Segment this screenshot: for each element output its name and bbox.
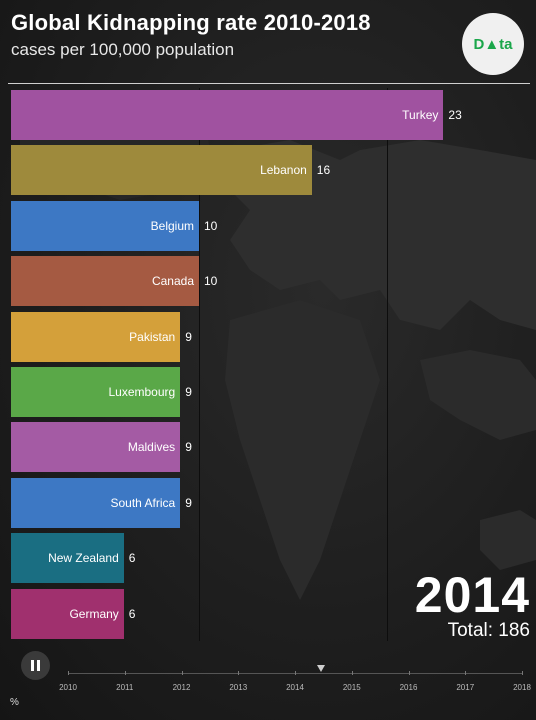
bar-lebanon [11, 145, 312, 196]
timeline-tick-label: 2014 [286, 683, 304, 692]
bar-turkey [11, 90, 444, 140]
timeline-tick-label: 2015 [342, 683, 361, 692]
timeline-tick-label: 2018 [513, 683, 531, 692]
bar-value-label: 6 [128, 606, 136, 621]
bar-value-label: 23 [448, 108, 462, 122]
bar-category-label: Canada [151, 274, 194, 289]
bar-germany [11, 588, 124, 639]
bar-pakistan [11, 311, 181, 362]
pause-icon-bar [37, 660, 40, 671]
chart-title: Global Kidnapping rate 2010-2018 [11, 10, 371, 35]
timeline-tick-label: 2010 [59, 683, 77, 692]
header-divider [8, 83, 530, 84]
bar-canada [11, 256, 199, 307]
pause-button[interactable] [21, 651, 50, 680]
chart-subtitle: cases per 100,000 population [11, 40, 235, 59]
bar-category-label: Turkey [402, 108, 439, 122]
bar-category-label: Pakistan [129, 329, 176, 344]
timeline-tick-mark [238, 671, 240, 675]
gridline [199, 88, 200, 641]
bar-value-label: 9 [185, 385, 192, 399]
timeline-tick-label: 2017 [456, 683, 475, 692]
bar-category-label: New Zealand [48, 551, 119, 566]
gridline [387, 88, 388, 641]
bar-category-label: Luxembourg [108, 385, 176, 399]
timeline-tick-label: 2011 [116, 683, 134, 692]
bar-category-label: Germany [69, 606, 119, 621]
pause-icon [31, 660, 34, 671]
bar-south-africa [11, 477, 181, 528]
total-label: Total: 186 [447, 620, 530, 641]
bar-value-label: 10 [204, 274, 218, 289]
bar-value-label: 6 [128, 551, 136, 566]
timeline-tick-label: 2016 [399, 683, 418, 692]
bar-new-zealand [11, 533, 124, 584]
bar-belgium [11, 200, 199, 251]
timeline-tick-mark [408, 671, 410, 675]
timeline-tick-label: 2013 [229, 683, 248, 692]
bar-value-label: 9 [185, 440, 192, 455]
timeline-tick-label: 2012 [172, 683, 191, 692]
bar-value-label: 16 [316, 163, 331, 178]
timeline-marker[interactable] [316, 665, 325, 672]
timeline-tick-mark [124, 671, 126, 675]
bar-value-label: 9 [185, 495, 192, 510]
brand-logo: D▲ta [462, 13, 524, 75]
timeline-tick-mark [295, 671, 296, 675]
timeline-tick-mark [181, 671, 183, 675]
bar-value-label: 10 [204, 218, 218, 233]
bar-maldives [11, 422, 181, 473]
timeline-tick-mark [465, 671, 467, 675]
bar-category-label: Belgium [150, 218, 194, 233]
bar-category-label: South Africa [110, 495, 176, 510]
unit-label: % [10, 697, 19, 708]
logo-text: D▲ta [473, 35, 513, 53]
timeline-tick-mark [68, 671, 69, 675]
bar-category-label: Lebanon [260, 163, 307, 178]
current-year: 2014 [414, 567, 530, 623]
timeline-tick-mark [351, 671, 353, 675]
bar-value-label: 9 [185, 329, 192, 344]
bar-luxembourg [11, 367, 181, 417]
bar-category-label: Maldives [127, 440, 176, 455]
timeline-tick-mark [522, 671, 523, 675]
